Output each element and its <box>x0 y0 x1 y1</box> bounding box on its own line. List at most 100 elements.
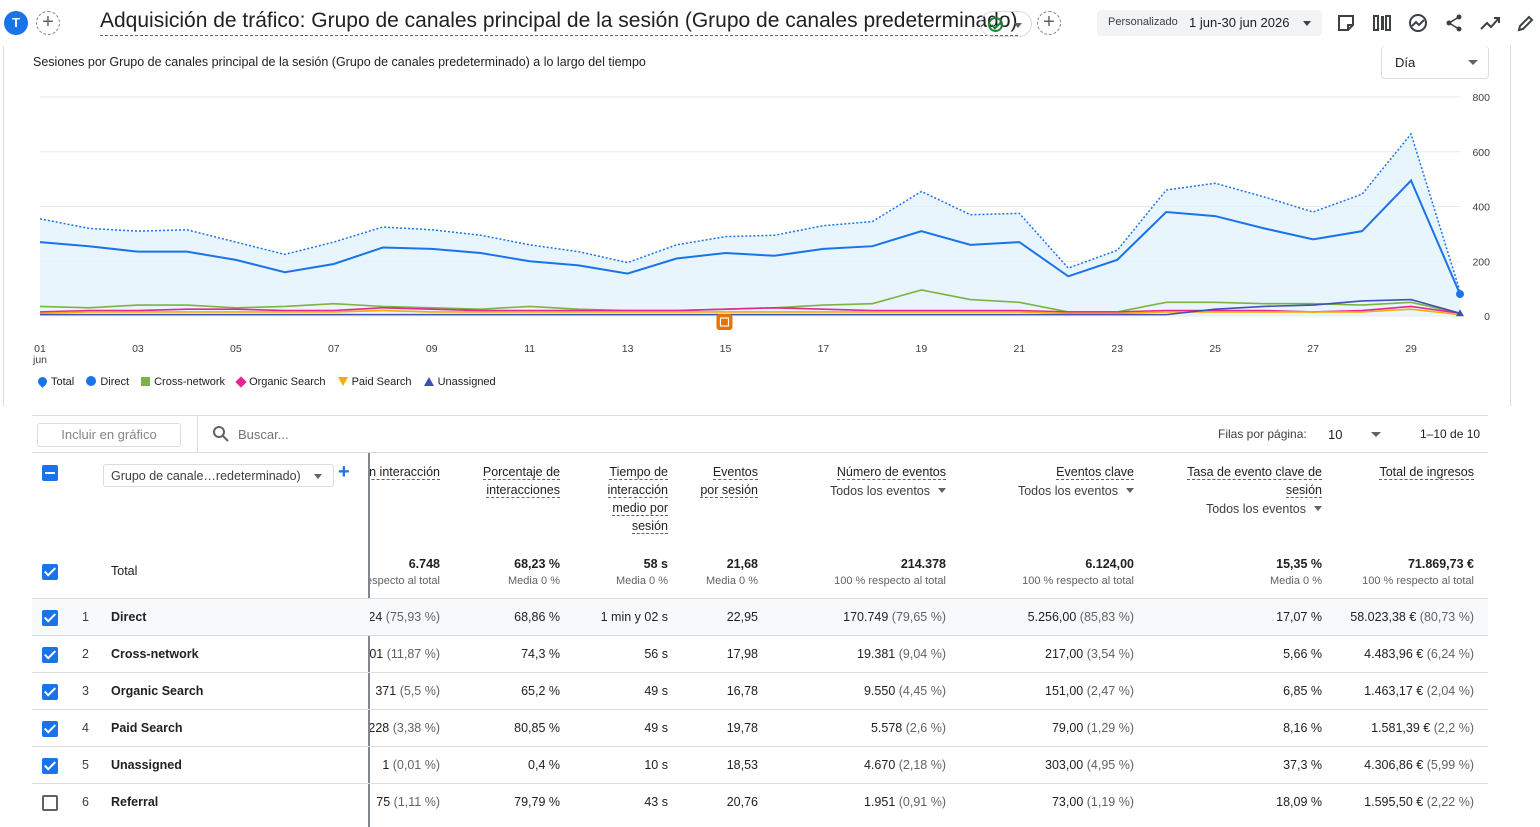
notes-icon[interactable] <box>1335 12 1357 34</box>
insights-icon[interactable] <box>1407 12 1429 34</box>
table-row[interactable]: 2 Cross-network 801 (11,87 %) 74,3 % 56 s 17,… <box>32 635 1488 672</box>
metric-value: 5,66 % <box>1283 647 1322 661</box>
chart-title: Sesiones por Grupo de canales principal … <box>33 55 646 69</box>
metric-percent: (85,83 %) <box>1079 610 1134 624</box>
legend-item-organic-search[interactable]: Organic Search <box>235 376 326 388</box>
legend-label: Organic Search <box>249 376 326 388</box>
legend-label: Direct <box>100 376 130 388</box>
metric-percent: (5,5 %) <box>399 684 440 698</box>
metric-value: 1.595,50 € <box>1364 795 1424 809</box>
report-header: T + Adquisición de tráfico: Grupo de can… <box>0 0 1540 46</box>
event-filter-select[interactable]: Todos los eventos <box>964 482 1134 500</box>
table-row[interactable]: 6 Referral 75 (1,11 %) 79,79 % 43 s 20,76 1.95… <box>32 783 1488 820</box>
legend-item-direct[interactable]: Direct <box>86 376 129 388</box>
legend-item-paid-search[interactable]: Paid Search <box>337 376 412 388</box>
table-row[interactable]: 5 Unassigned 1 (0,01 %) 0,4 % 10 s 18,53 4.670… <box>32 746 1488 783</box>
metric-cell: 49 s <box>644 721 668 735</box>
metric-cell: 56 s <box>644 647 668 661</box>
report-status-chip[interactable] <box>980 11 1032 37</box>
report-title[interactable]: Adquisición de tráfico: Grupo de canales… <box>100 9 1018 36</box>
metric-value: 228 <box>370 721 390 735</box>
totals-checkbox[interactable] <box>42 564 58 580</box>
include-in-chart-button[interactable]: Incluir en gráfico <box>37 423 181 447</box>
column-header-total-revenue[interactable]: Total de ingresos <box>1344 463 1474 481</box>
row-checkbox[interactable] <box>42 758 58 774</box>
edit-icon[interactable] <box>1515 12 1537 34</box>
column-freeze-divider[interactable] <box>368 453 370 827</box>
select-all-checkbox[interactable] <box>42 465 58 481</box>
metric-percent: (1,19 %) <box>1086 795 1134 809</box>
metric-percent: (4,45 %) <box>898 684 946 698</box>
search-input[interactable] <box>238 427 538 442</box>
x-tick-label: 13 <box>622 343 634 355</box>
row-checkbox[interactable] <box>42 647 58 663</box>
metric-cell: 5,66 % <box>1283 647 1322 661</box>
chevron-down-icon[interactable] <box>1371 432 1381 437</box>
channel-name[interactable]: Direct <box>111 610 147 624</box>
table-row[interactable]: 3 Organic Search 371 (5,5 %) 65,2 % 49 s 16,7… <box>32 672 1488 709</box>
account-avatar[interactable]: T <box>4 11 28 35</box>
total-subtext: Media 0 % <box>706 575 758 587</box>
metric-value: 58.023,38 € <box>1350 610 1417 624</box>
metric-percent: (2,2 %) <box>1433 721 1474 735</box>
event-filter-select[interactable]: Todos los eventos <box>1172 500 1322 518</box>
column-header-avg-engagement-time[interactable]: Tiempo de interacción medio por sesión <box>590 463 668 535</box>
row-checkbox[interactable] <box>42 684 58 700</box>
granularity-select[interactable]: Día <box>1381 46 1489 79</box>
channel-name[interactable]: Organic Search <box>111 684 204 698</box>
event-filter-select[interactable]: Todos los eventos <box>776 482 946 500</box>
column-header-engaged-sessions[interactable]: Sesiones con interacción <box>370 463 440 481</box>
compare-icon[interactable] <box>1371 12 1393 34</box>
add-report-button[interactable]: + <box>36 11 60 35</box>
table-row[interactable]: 1 Direct 5.124 (75,93 %) 68,86 % 1 min y 02 … <box>32 598 1488 635</box>
search-icon <box>213 426 229 442</box>
row-index: 5 <box>82 758 89 772</box>
channel-name[interactable]: Unassigned <box>111 758 182 772</box>
series-line-organic-search <box>39 305 1461 315</box>
chevron-down-icon <box>1126 488 1134 493</box>
row-checkbox[interactable] <box>42 721 58 737</box>
metric-value: 1 <box>382 758 390 772</box>
metric-cell: 4.670 (2,18 %) <box>864 758 946 772</box>
column-header-engagement-rate[interactable]: Porcentaje de interacciones <box>460 463 560 499</box>
legend-label: Unassigned <box>437 376 496 388</box>
row-checkbox[interactable] <box>42 795 58 811</box>
channel-name[interactable]: Paid Search <box>111 721 183 735</box>
column-header-events-per-session[interactable]: Eventos por sesión <box>698 463 758 499</box>
total-subtext: Media 0 % <box>508 575 560 587</box>
legend-item-total[interactable]: Total <box>36 375 74 388</box>
row-checkbox[interactable] <box>42 610 58 626</box>
metric-percent: (0,01 %) <box>392 758 440 772</box>
legend-item-unassigned[interactable]: Unassigned <box>423 376 496 388</box>
column-header-key-event-rate[interactable]: Tasa de evento clave de sesión Todos los … <box>1172 463 1322 518</box>
x-tick-label: 01 <box>34 343 46 355</box>
metric-cell: 75 (1,11 %) <box>376 795 440 809</box>
rows-per-page-select[interactable]: 10 <box>1328 427 1343 442</box>
row-index: 3 <box>82 684 89 698</box>
add-comparison-button[interactable]: + <box>1037 11 1061 35</box>
add-dimension-button[interactable]: + <box>338 461 350 483</box>
channel-name[interactable]: Referral <box>111 795 159 809</box>
table-row[interactable]: 4 Paid Search 228 (3,38 %) 80,85 % 49 s 19,78… <box>32 709 1488 746</box>
metric-cell: 5.256,00 (85,83 %) <box>1028 610 1134 624</box>
metric-value: 4.670 <box>863 758 896 772</box>
metric-cell: 19.381 (9,04 %) <box>857 647 946 661</box>
metric-cell: 1.595,50 € (2,22 %) <box>1364 795 1474 809</box>
legend-item-cross-network[interactable]: Cross-network <box>141 376 225 388</box>
dimension-select[interactable]: Grupo de canale…redeterminado) <box>103 464 334 487</box>
metric-value: 8,16 % <box>1283 721 1322 735</box>
metric-cell: 303,00 (4,95 %) <box>1045 758 1134 772</box>
metric-percent: (2,6 %) <box>905 721 946 735</box>
metric-value: 56 s <box>644 647 668 661</box>
column-header-event-count[interactable]: Número de eventos Todos los eventos <box>776 463 946 500</box>
y-tick-label: 800 <box>1472 92 1490 104</box>
date-range-picker[interactable]: Personalizado 1 jun-30 jun 2026 <box>1097 10 1322 36</box>
x-tick-label: 11 <box>524 343 535 355</box>
trend-icon[interactable] <box>1479 12 1501 34</box>
channel-name[interactable]: Cross-network <box>111 647 199 661</box>
annotation-marker-icon <box>716 314 733 330</box>
metric-cell: 5.578 (2,6 %) <box>871 721 946 735</box>
share-icon[interactable] <box>1443 12 1465 34</box>
column-header-key-events[interactable]: Eventos clave Todos los eventos <box>964 463 1134 500</box>
